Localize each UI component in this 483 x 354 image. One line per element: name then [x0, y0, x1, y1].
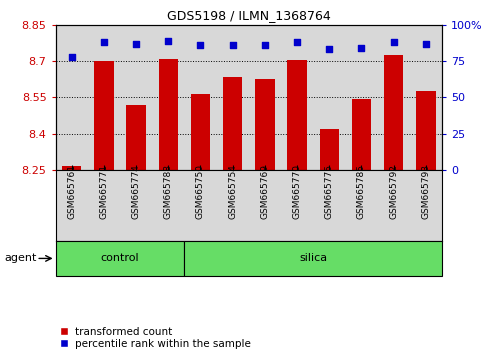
Point	[326, 47, 333, 52]
Point	[261, 42, 269, 48]
Bar	[191, 94, 210, 170]
Point	[390, 39, 398, 45]
Point	[422, 41, 430, 46]
Bar	[287, 60, 307, 170]
FancyBboxPatch shape	[185, 241, 442, 276]
Bar	[62, 166, 81, 170]
Text: agent: agent	[5, 253, 37, 263]
Point	[229, 42, 237, 48]
Bar	[223, 77, 242, 170]
Point	[100, 39, 108, 45]
Bar	[352, 98, 371, 170]
Bar	[94, 61, 114, 170]
Bar	[384, 55, 403, 170]
Title: GDS5198 / ILMN_1368764: GDS5198 / ILMN_1368764	[167, 9, 331, 22]
Bar	[320, 129, 339, 170]
Point	[132, 41, 140, 46]
Legend: transformed count, percentile rank within the sample: transformed count, percentile rank withi…	[61, 327, 251, 349]
Point	[68, 54, 75, 59]
Point	[197, 42, 204, 48]
Point	[164, 38, 172, 44]
Bar	[127, 104, 146, 170]
Point	[357, 45, 365, 51]
Text: control: control	[100, 253, 139, 263]
Point	[293, 39, 301, 45]
Text: silica: silica	[299, 253, 327, 263]
Bar	[255, 79, 274, 170]
FancyBboxPatch shape	[56, 241, 185, 276]
Bar	[416, 91, 436, 170]
Bar	[158, 59, 178, 170]
